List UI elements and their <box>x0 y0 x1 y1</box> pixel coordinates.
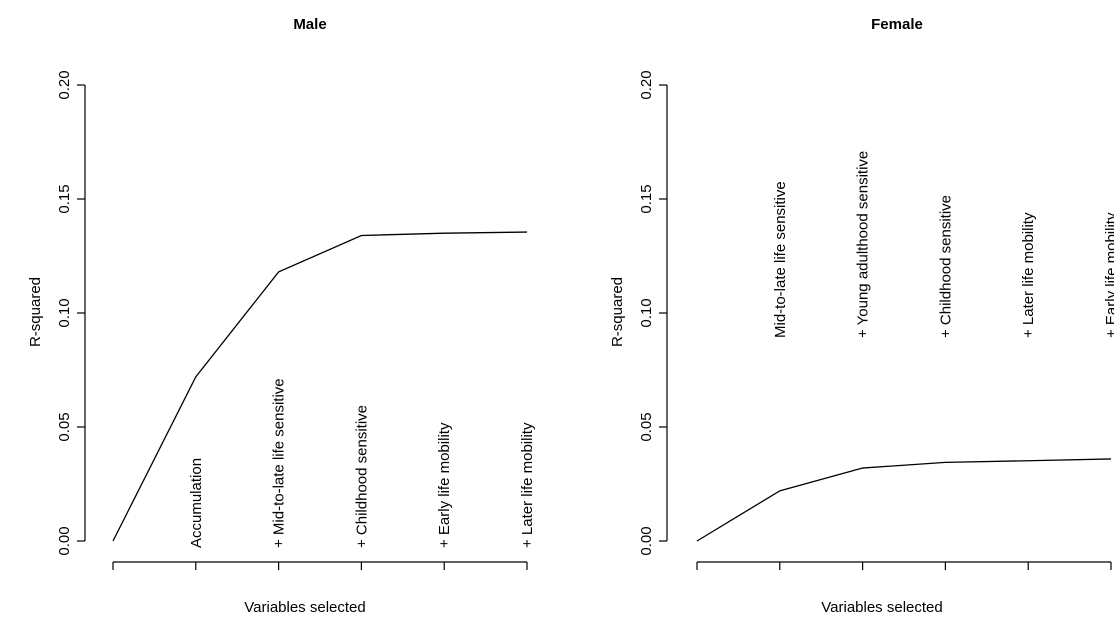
step-annotation: + Childhood sensitive <box>937 195 954 338</box>
step-annotation: + Childhood sensitive <box>353 405 370 548</box>
step-annotation: + Early life mobility <box>436 422 453 548</box>
chart-title: Female <box>871 16 923 33</box>
step-annotation: + Mid-to-late life sensitive <box>271 378 288 548</box>
y-tick-label: 0.15 <box>638 184 655 213</box>
chart-panel-male: Male 0.00 0.05 0.10 0.15 0.20 R-squared Variabl… <box>27 16 536 616</box>
step-annotation: + Later life mobility <box>519 422 536 548</box>
chart-panel-female: Female 0.00 0.05 0.10 0.15 0.20 R-squared Varia… <box>609 16 1114 616</box>
step-annotation: + Later life mobility <box>1020 212 1037 338</box>
y-tick-label: 0.00 <box>638 526 655 555</box>
series-line <box>696 458 1112 542</box>
y-tick-label: 0.05 <box>56 412 73 441</box>
y-tick-label: 0.05 <box>638 412 655 441</box>
chart-title: Male <box>293 16 326 33</box>
y-tick-label: 0.10 <box>638 298 655 327</box>
y-axis-label: R-squared <box>27 277 44 347</box>
x-axis-label: Variables selected <box>821 599 942 616</box>
y-tick-label: 0.20 <box>638 70 655 99</box>
series-line <box>112 231 528 542</box>
step-annotation: + Early life mobility <box>1103 212 1114 338</box>
y-tick-label: 0.15 <box>56 184 73 213</box>
y-tick-label: 0.20 <box>56 70 73 99</box>
step-annotation: + Young adulthood sensitive <box>855 151 872 338</box>
y-axis-label: R-squared <box>609 277 626 347</box>
y-tick-label: 0.00 <box>56 526 73 555</box>
y-tick-label: 0.10 <box>56 298 73 327</box>
step-annotation: Mid-to-late life sensitive <box>772 181 789 338</box>
x-axis-label: Variables selected <box>244 599 365 616</box>
step-annotation: Accumulation <box>188 458 205 548</box>
